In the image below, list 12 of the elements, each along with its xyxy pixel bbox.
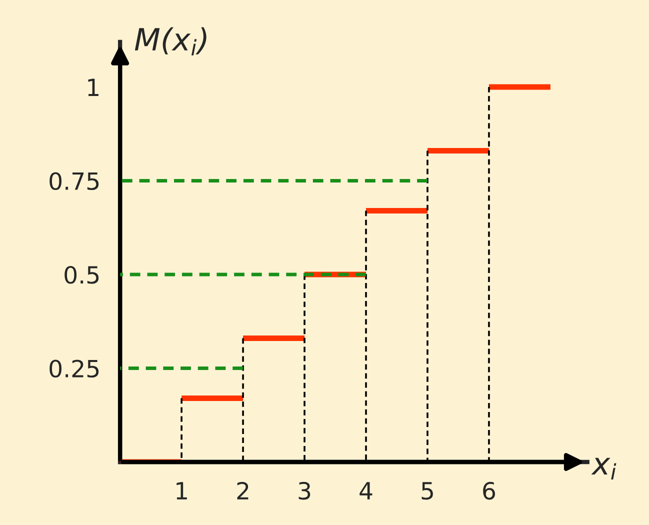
x-tick-label: 2 xyxy=(237,482,248,500)
y-tick-label: 0.75 xyxy=(50,172,99,190)
y-tick-label: 0.5 xyxy=(64,266,99,284)
y-tick-label: 1 xyxy=(88,78,98,96)
x-tick-label: 5 xyxy=(422,482,433,500)
y-tick-label: 0.25 xyxy=(50,360,99,378)
y-axis-title: M(x$_{i}$) xyxy=(134,27,206,56)
x-tick-label: 3 xyxy=(298,482,310,500)
x-tick-label: 1 xyxy=(176,482,187,500)
x-axis-title: x$_{i}$ xyxy=(591,458,616,480)
x-tick-label: 6 xyxy=(483,482,495,500)
x-tick-label: 4 xyxy=(360,482,372,500)
